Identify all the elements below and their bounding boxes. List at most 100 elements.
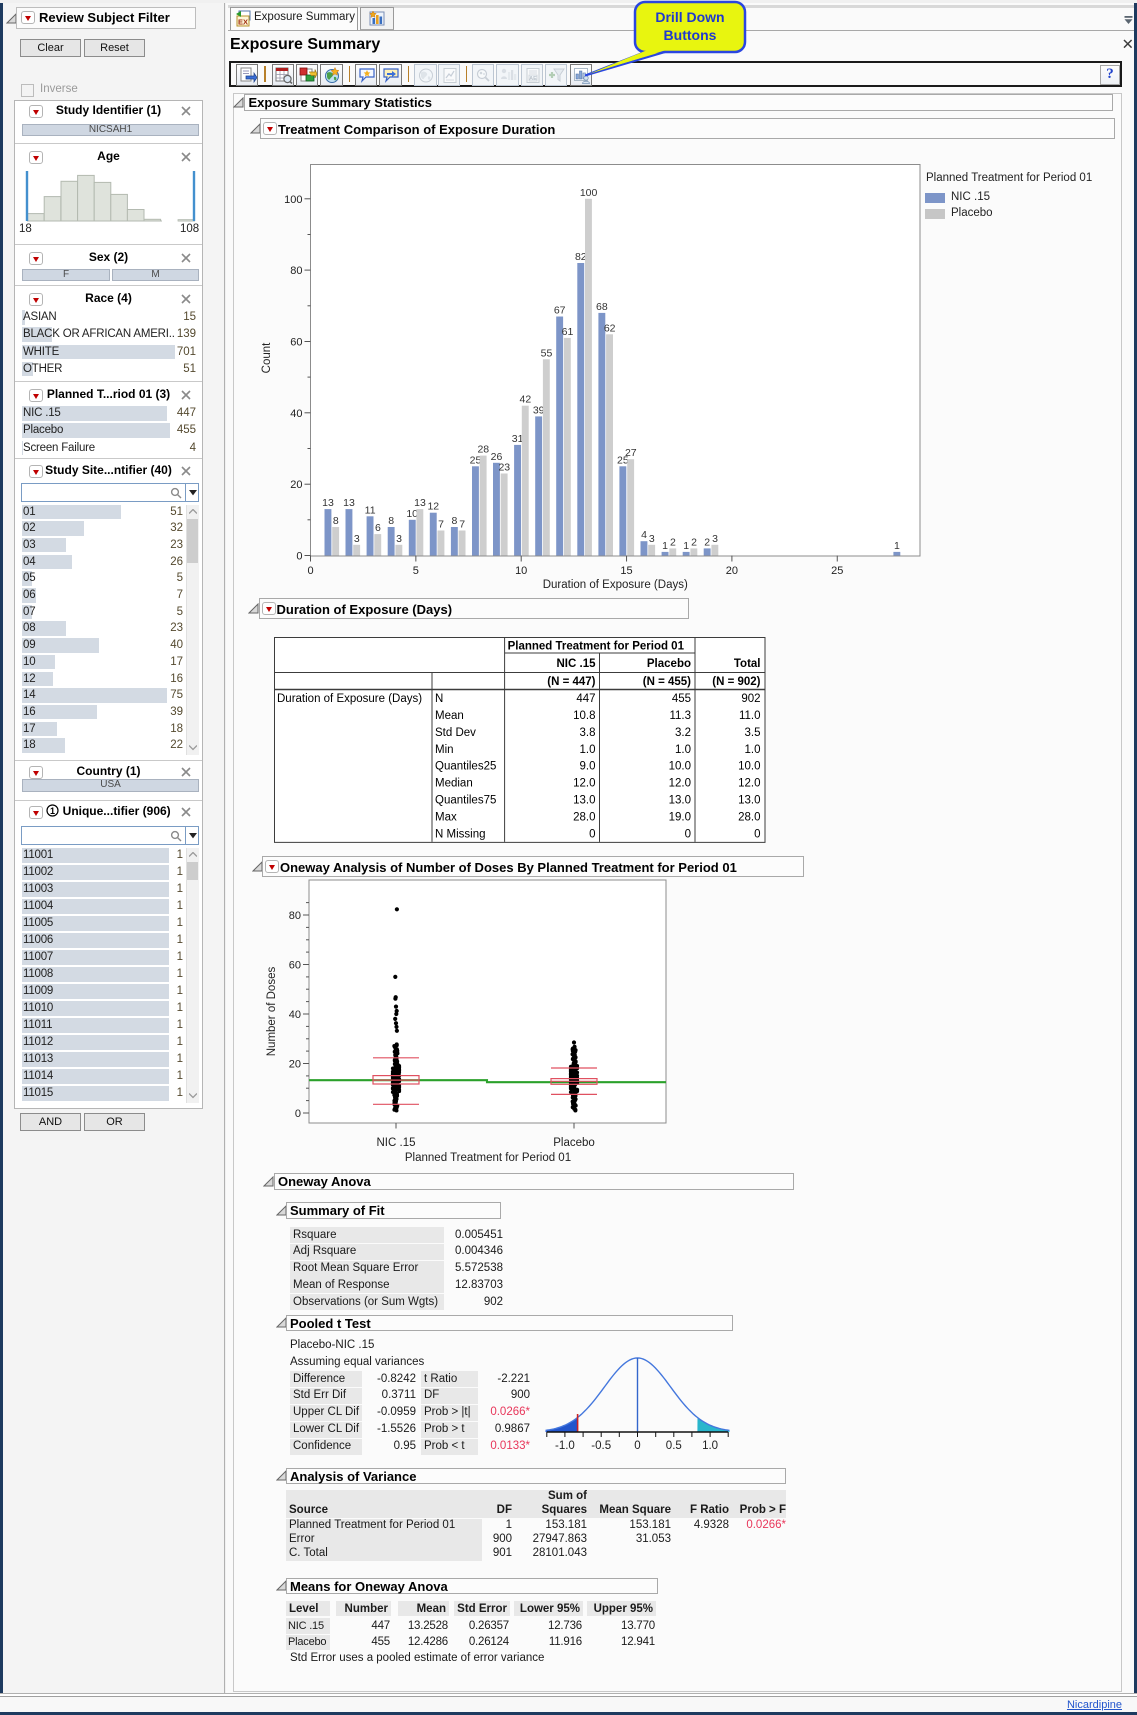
svg-text:20: 20 <box>726 565 738 577</box>
svg-text:26: 26 <box>491 451 503 463</box>
svg-text:5: 5 <box>413 565 419 577</box>
svg-text:Buttons: Buttons <box>664 27 717 43</box>
svg-text:455: 455 <box>672 693 691 705</box>
svg-text:31: 31 <box>512 433 524 445</box>
svg-text:13: 13 <box>414 497 426 509</box>
svg-text:13.0: 13.0 <box>669 795 691 807</box>
svg-text:60: 60 <box>289 960 301 972</box>
svg-text:-1.0: -1.0 <box>555 1440 575 1452</box>
svg-text:3: 3 <box>712 533 718 545</box>
svg-text:20: 20 <box>289 1059 301 1071</box>
svg-text:2: 2 <box>670 536 676 548</box>
svg-text:61: 61 <box>562 326 574 338</box>
svg-text:25: 25 <box>470 454 482 466</box>
svg-text:25: 25 <box>831 565 843 577</box>
svg-text:-0.5: -0.5 <box>591 1440 611 1452</box>
svg-text:28: 28 <box>477 444 489 456</box>
svg-text:NIC .15: NIC .15 <box>377 1137 416 1149</box>
svg-text:Planned Treatment for Period 0: Planned Treatment for Period 01 <box>508 641 685 653</box>
svg-text:2: 2 <box>704 536 710 548</box>
svg-text:Placebo: Placebo <box>553 1137 595 1149</box>
svg-text:0: 0 <box>307 565 313 577</box>
svg-text:Number of Doses: Number of Doses <box>266 967 278 1057</box>
svg-text:8: 8 <box>333 515 339 527</box>
svg-text:68: 68 <box>596 301 608 313</box>
svg-text:12.0: 12.0 <box>738 778 760 790</box>
svg-text:7: 7 <box>438 519 444 531</box>
svg-text:1.0: 1.0 <box>702 1440 718 1452</box>
svg-text:1: 1 <box>894 540 900 552</box>
svg-text:0: 0 <box>634 1440 640 1452</box>
svg-text:Mean: Mean <box>435 710 464 722</box>
svg-text:62: 62 <box>604 322 616 334</box>
svg-text:902: 902 <box>741 693 760 705</box>
svg-text:39: 39 <box>533 404 545 416</box>
svg-text:1.0: 1.0 <box>580 744 596 756</box>
svg-text:0: 0 <box>685 828 691 840</box>
svg-text:8: 8 <box>388 515 394 527</box>
svg-text:1: 1 <box>50 806 55 816</box>
svg-text:10.0: 10.0 <box>669 761 691 773</box>
svg-text:13.0: 13.0 <box>738 795 760 807</box>
svg-text:8: 8 <box>451 515 457 527</box>
svg-text:80: 80 <box>289 910 301 922</box>
svg-text:0: 0 <box>295 1108 301 1120</box>
svg-text:20: 20 <box>290 479 302 491</box>
svg-text:N: N <box>435 693 443 705</box>
svg-text:15: 15 <box>620 565 632 577</box>
svg-text:28.0: 28.0 <box>573 812 595 824</box>
svg-text:9.0: 9.0 <box>580 761 596 773</box>
svg-text:10: 10 <box>515 565 527 577</box>
svg-text:1: 1 <box>683 540 689 552</box>
svg-text:Median: Median <box>435 778 473 790</box>
svg-text:12.0: 12.0 <box>573 778 595 790</box>
svg-text:80: 80 <box>290 265 302 277</box>
svg-text:23: 23 <box>498 462 510 474</box>
svg-text:3.2: 3.2 <box>675 727 691 739</box>
svg-text:10.0: 10.0 <box>738 761 760 773</box>
svg-text:0: 0 <box>296 551 302 563</box>
svg-text:1: 1 <box>662 540 668 552</box>
svg-text:11.0: 11.0 <box>739 710 761 722</box>
svg-text:NIC .15: NIC .15 <box>557 658 597 670</box>
svg-text:N Missing: N Missing <box>435 828 485 840</box>
svg-text:40: 40 <box>290 408 302 420</box>
svg-text:2: 2 <box>691 536 697 548</box>
svg-text:6: 6 <box>375 522 381 534</box>
svg-text:447: 447 <box>576 693 595 705</box>
svg-text:(N = 902): (N = 902) <box>712 676 760 688</box>
svg-text:(N = 455): (N = 455) <box>643 676 691 688</box>
svg-text:12.0: 12.0 <box>669 778 691 790</box>
svg-text:3: 3 <box>649 533 655 545</box>
svg-text:Quantiles25: Quantiles25 <box>435 761 496 773</box>
svg-text:3: 3 <box>396 533 402 545</box>
svg-text:Duration of Exposure (Days): Duration of Exposure (Days) <box>543 579 688 591</box>
svg-text:Min: Min <box>435 744 454 756</box>
svg-text:1.0: 1.0 <box>675 744 691 756</box>
svg-text:11.3: 11.3 <box>669 710 691 722</box>
svg-text:7: 7 <box>459 519 465 531</box>
svg-text:10: 10 <box>406 508 418 520</box>
svg-text:82: 82 <box>575 251 587 263</box>
svg-text:Duration of Exposure (Days): Duration of Exposure (Days) <box>277 693 422 705</box>
svg-text:Placebo: Placebo <box>647 658 691 670</box>
svg-text:25: 25 <box>617 454 629 466</box>
svg-text:Drill Down: Drill Down <box>655 9 724 25</box>
svg-text:67: 67 <box>554 305 566 317</box>
svg-text:42: 42 <box>520 394 532 406</box>
svg-text:11: 11 <box>365 504 376 516</box>
svg-text:AE: AE <box>529 76 537 82</box>
svg-text:10.8: 10.8 <box>573 710 595 722</box>
svg-text:0: 0 <box>754 828 760 840</box>
svg-text:40: 40 <box>289 1009 301 1021</box>
svg-text:100: 100 <box>284 194 302 206</box>
svg-text:Max: Max <box>435 812 457 824</box>
svg-text:Total: Total <box>734 658 761 670</box>
svg-text:4: 4 <box>641 529 647 541</box>
svg-text:19.0: 19.0 <box>669 812 691 824</box>
svg-text:13.0: 13.0 <box>573 795 595 807</box>
svg-text:13: 13 <box>322 497 334 509</box>
svg-text:0.5: 0.5 <box>666 1440 682 1452</box>
svg-text:60: 60 <box>290 337 302 349</box>
svg-text:1.0: 1.0 <box>745 744 761 756</box>
